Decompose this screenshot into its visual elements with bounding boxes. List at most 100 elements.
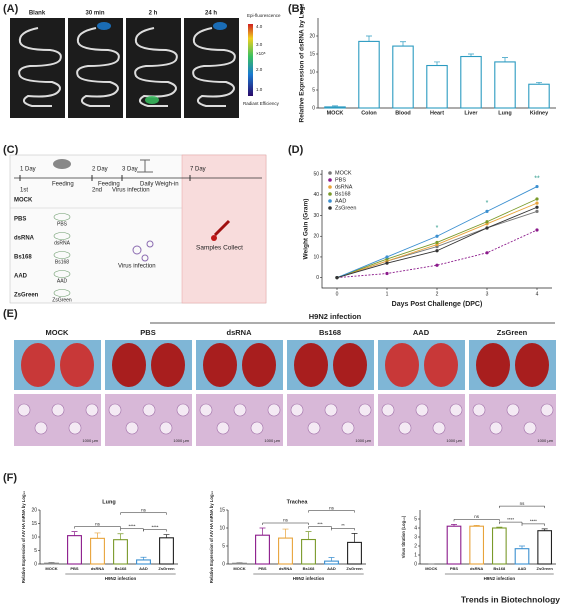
- alveolus: [307, 421, 321, 435]
- point: [485, 220, 489, 224]
- column-label: 30 min: [85, 11, 104, 17]
- item-icon: [53, 213, 71, 221]
- signal: [213, 22, 227, 30]
- lung: [294, 343, 328, 387]
- point: [535, 228, 539, 232]
- group-header: H9N2 infection: [309, 312, 362, 321]
- legend-marker: [328, 192, 332, 196]
- alveolus: [540, 403, 554, 417]
- item-label: dsRNA: [54, 240, 71, 246]
- error-bar: [163, 534, 170, 538]
- significance: ****: [530, 519, 537, 524]
- group-name: Bs168: [14, 255, 32, 261]
- item-icon: [53, 289, 71, 297]
- error-bar: [282, 528, 289, 539]
- error-bar: [502, 57, 508, 62]
- column-label: AAD: [413, 328, 430, 337]
- alveolus: [358, 403, 372, 417]
- significance: ns: [95, 521, 101, 526]
- virus-label: Virus infection: [118, 264, 156, 270]
- x-axis-label: Days Post Challenge (DPC): [392, 301, 483, 308]
- y-tick-label: 20: [313, 234, 319, 240]
- day-label: 3 Day: [122, 167, 138, 173]
- bracket: [308, 526, 332, 529]
- error-bar: [541, 528, 548, 531]
- point: [435, 234, 439, 238]
- column-label: 24 h: [205, 11, 217, 17]
- image: [184, 18, 239, 118]
- alveolus: [250, 421, 264, 435]
- x-tick-label: 4: [536, 291, 539, 297]
- y-tick-label: 5: [34, 548, 37, 554]
- y-tick-label: 10: [309, 69, 315, 75]
- bar: [67, 535, 82, 565]
- y-axis-label: Relative Expression of dsRNA by Log₂: [299, 3, 306, 122]
- y-axis-label: Relative Expression of AIV HA mRNA by Lo…: [21, 491, 26, 583]
- x-tick-label: Bs168: [115, 566, 128, 571]
- alveolus: [267, 403, 281, 417]
- error-bar: [140, 556, 147, 560]
- bar: [528, 83, 550, 109]
- y-tick-label: 5: [222, 543, 225, 549]
- bar: [301, 538, 316, 565]
- x-tick-label: 0: [336, 291, 339, 297]
- alveolus: [472, 403, 486, 417]
- error-bar: [473, 524, 480, 527]
- y-tick-label: 15: [31, 521, 37, 527]
- column-label: Blank: [29, 11, 46, 17]
- point: [435, 249, 439, 253]
- histology: [14, 394, 101, 446]
- point: [485, 226, 489, 230]
- panel-label: (E): [3, 308, 18, 320]
- legend-label: Bs168: [335, 191, 351, 197]
- x-tick-label: 2: [436, 291, 439, 297]
- bar: [446, 525, 462, 565]
- lung: [21, 343, 55, 387]
- y-tick-label: 0: [312, 105, 315, 111]
- column-label: dsRNA: [226, 328, 252, 337]
- x-tick-label: 1: [386, 291, 389, 297]
- column-label: MOCK: [46, 328, 69, 337]
- x-tick-label: MOCK: [327, 110, 344, 116]
- panel-c: [9, 154, 267, 304]
- x-tick-label: PBS: [258, 566, 267, 571]
- bar: [159, 537, 174, 565]
- column-label: Bs168: [319, 328, 341, 337]
- error-bar: [94, 532, 101, 539]
- legend-marker: [328, 206, 332, 210]
- bar: [278, 537, 293, 565]
- significance: ***: [317, 521, 323, 526]
- scale-bar: 1000 μm: [82, 438, 98, 443]
- signal: [97, 22, 111, 30]
- item-icon: [53, 251, 71, 259]
- intestine: [192, 27, 236, 107]
- y-tick-label: 50: [313, 171, 319, 177]
- lung: [60, 343, 94, 387]
- group-name: PBS: [14, 217, 26, 223]
- alveolus: [233, 403, 247, 417]
- bracket: [453, 519, 500, 522]
- point: [385, 255, 389, 259]
- alveolus: [449, 403, 463, 417]
- colorbar-label: Radiant Efficiency: [243, 101, 280, 106]
- bar: [136, 559, 151, 565]
- axis: [227, 510, 366, 565]
- colorbar-tick: 2.0: [256, 67, 263, 72]
- intestine: [76, 27, 120, 107]
- bracket: [120, 512, 167, 515]
- x-tick-label: Bs168: [493, 566, 506, 571]
- significance: ns: [283, 518, 289, 523]
- bar: [494, 61, 516, 109]
- lung: [203, 343, 237, 387]
- bar: [324, 106, 346, 109]
- bracket: [331, 528, 355, 531]
- point: [385, 261, 389, 265]
- y-axis-label: Virus titration (Log₁₀): [401, 515, 406, 558]
- column-label: ZsGreen: [497, 328, 528, 337]
- scale-bar: 1000 μm: [446, 438, 462, 443]
- group-label: H9N2 infection: [484, 576, 516, 581]
- point: [535, 201, 539, 205]
- alveolus: [176, 403, 190, 417]
- lung: [112, 343, 146, 387]
